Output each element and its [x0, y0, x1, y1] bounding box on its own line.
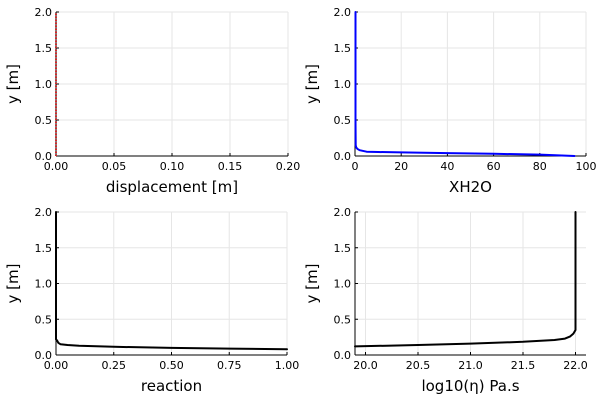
x-tick-label: 0.15	[218, 160, 243, 173]
x-tick-label: 22.0	[563, 359, 588, 372]
x-tick-label: 21.0	[458, 359, 483, 372]
y-tick-label: 0.5	[35, 313, 53, 326]
x-tick-label: 0.00	[44, 160, 69, 173]
y-tick-label: 0.0	[334, 150, 352, 163]
x-tick-label: 21.5	[511, 359, 536, 372]
y-tick-label: 2.0	[334, 206, 352, 219]
y-tick-label: 0.5	[334, 313, 352, 326]
x-tick-label: 0.50	[159, 359, 184, 372]
x-tick-label: 0.00	[44, 359, 69, 372]
series-line-1	[354, 11, 576, 157]
y-tick-label: 1.0	[334, 78, 352, 91]
x-tick-label: 0.25	[102, 359, 127, 372]
x-tick-label: 0.10	[160, 160, 185, 173]
x-axis-label: displacement [m]	[106, 178, 238, 196]
y-tick-label: 2.0	[35, 206, 53, 219]
x-tick-label: 20.5	[406, 359, 431, 372]
y-tick-label: 1.5	[35, 42, 53, 55]
y-tick-label: 1.5	[334, 42, 352, 55]
y-tick-label: 0.0	[334, 349, 352, 362]
y-tick-label: 0.5	[35, 114, 53, 127]
chart-panel-3: 0.00 0.25 0.50 0.75 1.00 0.0 0.5 1.0 1.5 2.0 react…	[4, 206, 299, 395]
x-tick-label: 0.20	[276, 160, 301, 173]
x-tick-label: 1.00	[275, 359, 300, 372]
x-axis-label: log10(η) Pa.s	[421, 377, 519, 395]
y-tick-label: 2.0	[334, 6, 352, 19]
x-tick-label: 100	[576, 160, 597, 173]
x-tick-label: 20	[394, 160, 408, 173]
x-axis-label: XH2O	[449, 178, 492, 196]
x-tick-label: 80	[533, 160, 547, 173]
series-line-1	[354, 211, 577, 348]
chart-panel-2: 0 20 40 60 80 100 0.0 0.5 1.0 1.5 2.0 XH2O y [m]	[303, 6, 597, 196]
y-tick-label: 0.0	[35, 349, 53, 362]
x-tick-label: 40	[440, 160, 454, 173]
y-tick-label: 1.0	[35, 78, 53, 91]
chart-panel-1: 0.00 0.05 0.10 0.15 0.20 0.0 0.5 1.0 1.5 2.0 displ…	[4, 6, 300, 196]
x-tick-label: 60	[487, 160, 501, 173]
y-tick-label: 1.5	[35, 242, 53, 255]
x-tick-label: 0.75	[217, 359, 242, 372]
y-tick-label: 0.5	[334, 114, 352, 127]
y-tick-label: 1.0	[35, 278, 53, 291]
y-tick-label: 1.5	[334, 242, 352, 255]
y-axis-label: y [m]	[303, 64, 321, 104]
y-tick-label: 1.0	[334, 278, 352, 291]
x-tick-label: 0.05	[102, 160, 127, 173]
series-line-1	[55, 211, 288, 351]
y-tick-label: 2.0	[35, 6, 53, 19]
y-tick-label: 0.0	[35, 150, 53, 163]
x-axis-label: reaction	[141, 377, 202, 395]
y-axis-label: y [m]	[4, 264, 22, 304]
y-axis-label: y [m]	[4, 64, 22, 104]
y-axis-label: y [m]	[303, 264, 321, 304]
chart-panel-4: 20.0 20.5 21.0 21.5 22.0 0.0 0.5 1.0 1.5 2.0 log10…	[303, 206, 588, 395]
x-tick-label: 20.0	[353, 359, 378, 372]
x-tick-label: 0	[352, 160, 359, 173]
